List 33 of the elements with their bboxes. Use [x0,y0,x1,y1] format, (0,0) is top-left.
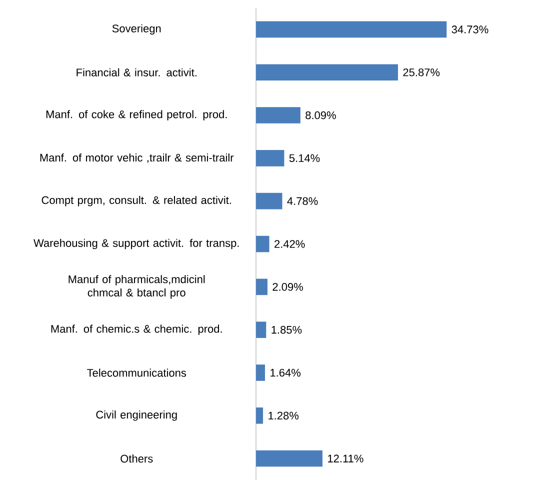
data-label: 1.28% [268,412,299,420]
bar [256,64,398,81]
bar [256,21,447,38]
bar [256,107,300,124]
y-tick-label: Manf. of coke & refined petrol. prod. [46,110,227,120]
data-label: 2.42% [274,240,305,248]
data-label: 5.14% [289,154,320,162]
y-tick-label: Financial & insur. activit. [76,68,196,76]
bar [256,407,264,424]
y-tick-label: Manf. of motor vehic ,trailr & semi-trailr [40,153,234,163]
data-label: 25.87% [403,68,440,76]
data-label: 12.11% [328,454,364,462]
bar [256,364,265,381]
bar [256,450,322,467]
bar [256,192,282,210]
y-tick-label: Manuf of pharmicals,mdicinl chmcal & btancl pro [68,275,205,299]
data-label: 8.09% [306,111,336,120]
data-label: 1.85% [272,326,302,334]
data-label: 34.73% [452,26,488,34]
data-label: 1.64% [270,368,301,377]
y-tick-label: Civil engineering [96,410,177,421]
y-tick-label: Telecommunications [87,368,186,377]
bar [256,236,270,252]
y-tick-label: Compt prgm, consult. & related activit. [42,196,231,206]
y-tick-label: Soveriegn [112,24,161,35]
bar [256,150,284,166]
y-tick-label: Manf. of chemic.s & chemic. prod. [51,324,222,335]
bar [256,322,266,338]
y-tick-label: Others [120,454,153,463]
data-label: 4.78% [287,197,318,205]
y-tick-label: Warehousing & support activit. for transp. [34,238,239,250]
bar [256,278,268,296]
data-label: 2.09% [272,283,303,291]
